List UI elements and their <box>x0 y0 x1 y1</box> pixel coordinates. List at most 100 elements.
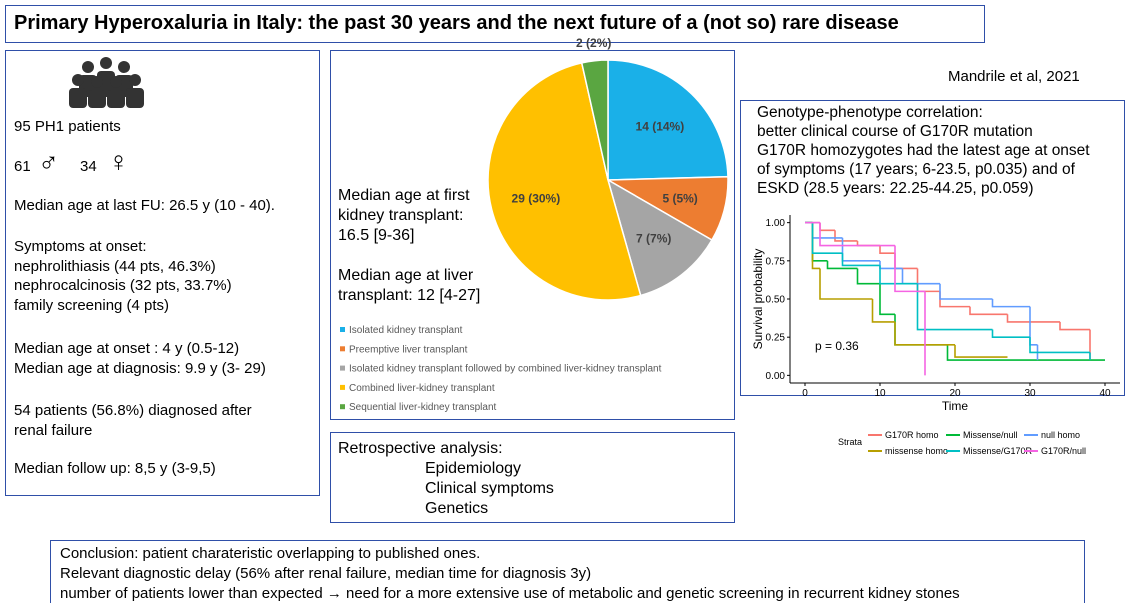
x-axis-label: Time <box>942 399 969 413</box>
y-tick-label: 0.50 <box>766 295 786 306</box>
survival-step <box>894 253 918 270</box>
legend-label: G170R/null <box>1041 446 1086 456</box>
female-count: 34 <box>80 158 97 175</box>
transplant-text-line: 16.5 [9-36] <box>338 227 415 244</box>
survival-step <box>1029 306 1038 346</box>
survival-step <box>856 268 880 285</box>
legend-label: Missense/null <box>963 430 1018 440</box>
pie-value-label: 7 (7%) <box>636 232 671 246</box>
y-tick-label: 0.75 <box>766 256 786 267</box>
survival-step <box>1029 337 1090 354</box>
legend-swatch <box>340 346 345 352</box>
left-text-line: Median age at last FU: 26.5 y (10 - 40). <box>14 197 275 214</box>
retrospective-item: Clinical symptoms <box>425 480 554 497</box>
patients: 95 PH1 patients <box>14 118 121 135</box>
survival-step <box>819 222 835 232</box>
legend-title: Strata <box>838 437 862 447</box>
survival-step <box>901 268 940 285</box>
y-tick-label: 1.00 <box>766 218 786 229</box>
legend-swatch <box>340 384 345 390</box>
survival-step <box>946 344 1105 361</box>
survival-step <box>879 260 903 270</box>
survival-step <box>916 283 993 331</box>
survival-step <box>879 245 895 254</box>
transplant-text-line: Median age at liver <box>338 267 474 284</box>
survival-step <box>916 268 940 293</box>
conclusion-line: number of patients lower than expected →… <box>60 585 960 602</box>
survival-step <box>969 306 1008 316</box>
survival-step <box>819 268 843 300</box>
legend-swatch <box>340 404 345 410</box>
pie-panel <box>330 50 735 420</box>
title-box <box>5 5 985 43</box>
transplant-text-line: kidney transplant: <box>338 207 464 224</box>
x-tick-label: 20 <box>949 388 961 399</box>
title: Primary Hyperoxaluria in Italy: the past… <box>14 12 899 34</box>
survival-step <box>894 245 925 293</box>
legend-label: G170R homo <box>885 430 939 440</box>
pie-slice <box>607 59 729 181</box>
retrospective-heading: Retrospective analysis: <box>338 440 503 457</box>
genotype-panel <box>740 100 1125 396</box>
legend-label: null homo <box>1041 430 1080 440</box>
male-count: 61 <box>14 158 31 175</box>
p-value: p = 0.36 <box>815 339 859 353</box>
conclusion-line: Relevant diagnostic delay (56% after ren… <box>60 565 592 582</box>
legend-label: Isolated kidney transplant <box>349 325 463 336</box>
survival-step <box>879 265 918 285</box>
left-text-line: Median age at diagnosis: 9.9 y (3- 29) <box>14 359 266 377</box>
survival-step <box>991 299 1030 308</box>
left-text-line: 54 patients (56.8%) diagnosed after <box>14 402 252 419</box>
x-tick-label: 10 <box>874 388 886 399</box>
genotype-text-line: Genotype-phenotype correlation: <box>757 104 983 121</box>
survival-step <box>811 222 843 254</box>
left-text-line: family screening (4 pts) <box>14 296 170 314</box>
transplant-text-line: transplant: 12 [4-27] <box>338 287 481 304</box>
legend-label: Combined liver-kidney transplant <box>349 383 495 394</box>
left-text-line: nephrocalcinosis (32 pts, 33.7%) <box>14 277 232 294</box>
survival-step <box>1006 314 1060 323</box>
genotype-text-line: ESKD (28.5 years: 22.25-44.25, p0.059) <box>757 180 1034 197</box>
left-text-line: Median age at onset : 4 y (0.5-12) <box>14 340 240 357</box>
male-symbol: ♂ <box>38 146 59 177</box>
survival-step <box>819 222 873 247</box>
survival-step <box>834 230 858 242</box>
pie-value-label: 2 (2%) <box>576 36 611 50</box>
pie-value-label: 14 (14%) <box>636 120 685 134</box>
survival-step <box>991 329 1030 338</box>
legend-label: missense homo <box>885 446 948 456</box>
y-axis-label: Survival probability <box>751 249 765 350</box>
survival-step <box>879 283 895 316</box>
legend-label: Missense/G170R <box>963 446 1033 456</box>
conclusion-box <box>50 540 1085 603</box>
pie-value-label: 29 (30%) <box>512 191 561 205</box>
left-text-line: Symptoms at onset: <box>14 238 147 255</box>
pie-slice <box>580 59 609 181</box>
survival-step <box>1059 321 1090 331</box>
conclusion-line: Conclusion: patient charateristic overla… <box>60 545 481 562</box>
transplant-text-line: Median age at first <box>338 187 470 204</box>
survival-step <box>871 299 895 323</box>
citation: Mandrile et al, 2021 <box>948 68 1080 85</box>
x-tick-label: 40 <box>1099 388 1111 399</box>
survival-step <box>954 344 1008 358</box>
y-tick-label: 0.00 <box>766 371 786 382</box>
pie-slice <box>606 178 713 297</box>
survival-step <box>939 283 993 300</box>
left-text-line: renal failure <box>14 421 93 439</box>
legend-swatch <box>340 365 345 371</box>
legend-label: Isolated kidney transplant followed by c… <box>349 364 662 375</box>
pie-slice <box>487 62 642 301</box>
genotype-text-line: G170R homozygotes had the latest age at … <box>757 142 1090 159</box>
legend-swatch <box>340 327 345 332</box>
genotype-text-line: of symptoms (17 years; 6-23.5, p0.035) a… <box>757 161 1075 178</box>
survival-step <box>826 260 858 270</box>
retrospective-item: Genetics <box>425 500 489 517</box>
pie-value-label: 5 (5%) <box>662 191 697 205</box>
x-tick-label: 30 <box>1024 388 1036 399</box>
people-icon <box>69 57 144 108</box>
survival-step <box>894 321 955 346</box>
left-panel <box>5 50 320 496</box>
